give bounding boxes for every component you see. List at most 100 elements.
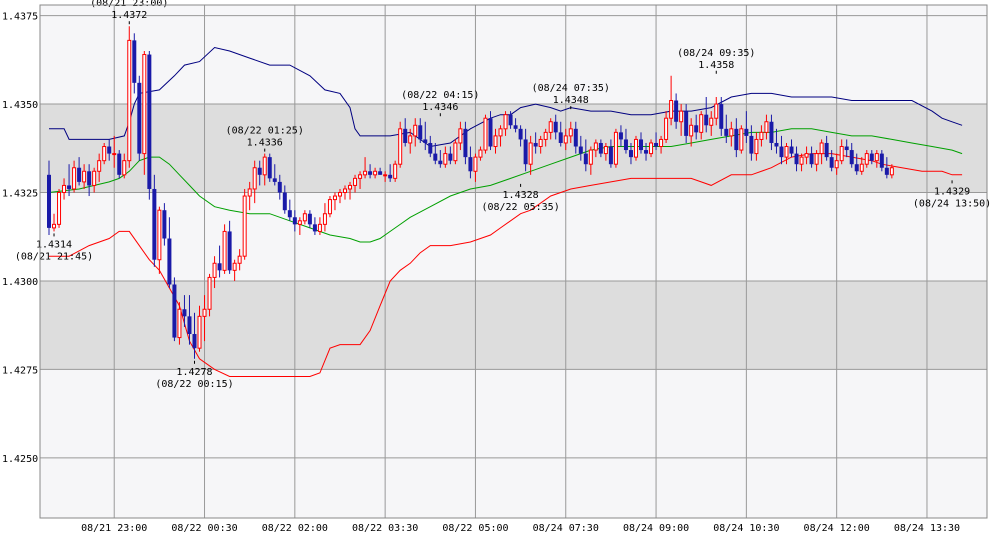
candle-body (724, 128, 729, 136)
candle-79 (443, 146, 448, 168)
candle-100 (548, 118, 553, 140)
candle-body (749, 135, 754, 154)
candle-body (262, 156, 267, 176)
candle-body (207, 276, 212, 310)
candle-body (789, 146, 794, 154)
candle-106 (578, 135, 583, 161)
x-tick-label: 08/22 05:00 (442, 523, 508, 534)
candle-107 (583, 139, 588, 172)
y-tick-label: 1.4300 (2, 277, 38, 288)
grid-lines (40, 5, 987, 518)
candle-128 (689, 118, 694, 147)
candle-body (152, 188, 157, 260)
annotation-price: 1.4346 (422, 102, 458, 113)
candle-body (483, 117, 488, 151)
candle-9 (92, 167, 97, 193)
candle-body (784, 146, 789, 158)
candle-124 (669, 75, 674, 126)
candle-body (92, 170, 97, 186)
x-tick-label: 08/24 12:00 (804, 523, 870, 534)
candle-body (719, 104, 724, 129)
candle-body (869, 153, 874, 161)
candle-139 (744, 111, 749, 143)
candle-body (167, 238, 172, 285)
candle-46 (277, 174, 282, 200)
candle-154 (819, 139, 824, 165)
candle-body (463, 128, 468, 158)
candle-155 (824, 135, 829, 161)
candle-16 (127, 26, 132, 168)
candle-0 (47, 160, 51, 235)
bollinger-middle-line (48, 128, 963, 243)
candle-body (854, 164, 859, 172)
candle-8 (87, 164, 92, 197)
candle-body (613, 131, 618, 165)
candle-96 (528, 135, 533, 175)
candle-body (644, 150, 649, 154)
candle-15 (122, 153, 127, 179)
candle-body (598, 142, 603, 154)
candle-body (97, 160, 102, 172)
candle-body (72, 167, 77, 190)
y-tick-label: 1.4325 (2, 189, 38, 200)
candle-body (779, 146, 784, 158)
candle-body (337, 192, 342, 197)
candle-116 (628, 142, 633, 165)
annotation-time: (08/24 09:35) (677, 48, 755, 59)
annotation-time: (08/22 04:15) (401, 90, 479, 101)
candle-body (242, 195, 247, 257)
candle-body (132, 40, 137, 83)
candle-body (664, 117, 669, 140)
candle-80 (448, 146, 453, 165)
candle-body (859, 163, 864, 172)
candle-body (734, 128, 739, 151)
candle-body (277, 181, 282, 193)
candle-18 (137, 75, 142, 161)
candle-95 (523, 128, 528, 172)
annotation-price: 1.4348 (553, 95, 589, 106)
candle-body (458, 128, 463, 144)
candle-body (498, 128, 503, 137)
candle-body (107, 146, 112, 154)
candle-115 (623, 128, 628, 154)
annotation-4: 1.4346(08/22 04:15) (401, 90, 479, 117)
candle-body (568, 128, 573, 137)
candle-133 (714, 96, 719, 126)
candle-3 (62, 178, 67, 200)
candle-167 (884, 157, 889, 179)
candle-body (57, 192, 62, 225)
candle-57 (332, 192, 337, 211)
candle-body (202, 308, 207, 317)
candle-48 (287, 199, 292, 221)
candle-65 (373, 167, 378, 179)
candle-64 (368, 164, 373, 179)
candle-body (282, 192, 287, 211)
candle-body (809, 153, 814, 165)
annotation-time: (08/22 05:35) (481, 202, 559, 213)
candle-87 (483, 114, 488, 154)
candle-32 (207, 273, 212, 317)
candle-body (403, 128, 408, 143)
annotation-time: (08/24 13:50) (913, 198, 990, 209)
candle-122 (659, 135, 664, 154)
candle-53 (312, 217, 317, 235)
candle-58 (337, 188, 342, 204)
candle-17 (132, 33, 137, 94)
candle-body (508, 114, 513, 126)
candle-body (709, 117, 714, 126)
annotation-3: 1.4336(08/22 01:25) (226, 126, 304, 152)
candle-13 (112, 135, 117, 168)
candle-108 (588, 146, 593, 175)
candle-body (162, 210, 167, 239)
candle-body (373, 170, 378, 176)
candle-55 (322, 203, 327, 232)
candle-2 (57, 188, 62, 228)
candle-77 (433, 142, 438, 165)
candle-body (618, 132, 623, 140)
candle-body (227, 231, 232, 271)
candle-body (744, 128, 749, 136)
candle-body (267, 157, 272, 179)
candle-162 (859, 157, 864, 175)
candle-body (398, 128, 403, 165)
candle-54 (317, 217, 322, 235)
